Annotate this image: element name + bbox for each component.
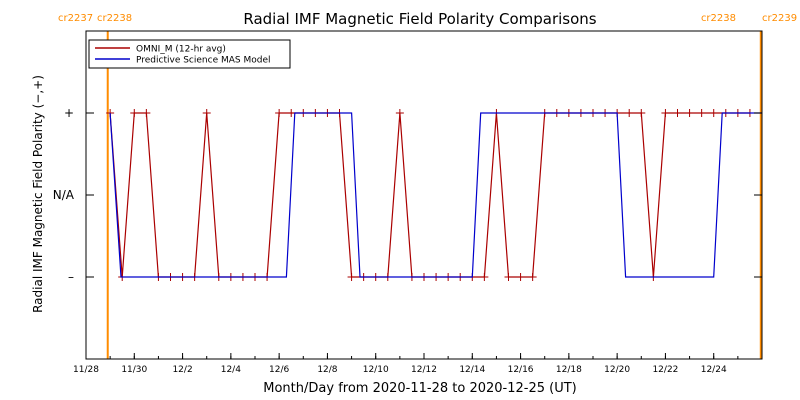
carrington-label: cr2238 <box>701 13 736 24</box>
x-tick-label: 12/20 <box>604 365 630 375</box>
x-tick-label: 12/6 <box>269 365 289 375</box>
carrington-label: cr2238 <box>97 13 132 24</box>
y-tick-label: – <box>68 270 74 284</box>
x-tick-label: 11/30 <box>121 365 147 375</box>
x-tick-label: 12/24 <box>701 365 727 375</box>
x-tick-label: 12/2 <box>172 365 192 375</box>
omni-data-point <box>287 109 296 117</box>
mas-model-series-line <box>109 112 762 278</box>
legend: OMNI_M (12-hr avg)Predictive Science MAS… <box>88 39 291 69</box>
x-tick-label: 12/18 <box>556 365 582 375</box>
omni-data-point <box>697 109 706 117</box>
omni-data-point <box>142 109 151 117</box>
y-tick-label: N/A <box>53 188 75 202</box>
omni-data-point <box>673 109 682 117</box>
legend-entry-label: Predictive Science MAS Model <box>136 56 271 66</box>
y-tick-label: + <box>64 106 74 120</box>
carrington-label: cr2239 <box>762 13 797 24</box>
chart-title: Radial IMF Magnetic Field Polarity Compa… <box>243 10 596 28</box>
x-tick-label: 12/10 <box>363 365 389 375</box>
carrington-label: cr2237 <box>58 13 93 24</box>
omni-data-point <box>202 109 211 117</box>
omni-data-point <box>528 273 537 281</box>
omni-data-point <box>625 109 634 117</box>
x-axis-label: Month/Day from 2020-11-28 to 2020-12-25 … <box>263 381 576 396</box>
omni-data-point <box>661 109 670 117</box>
x-tick-label: 11/28 <box>73 365 99 375</box>
x-tick-label: 12/12 <box>411 365 437 375</box>
y-axis-label: Radial IMF Magnetic Field Polarity (−,+) <box>31 75 45 313</box>
omni-data-point <box>685 109 694 117</box>
omni-data-point <box>130 109 139 117</box>
omni-data-point <box>504 273 513 281</box>
omni-data-point <box>395 109 404 117</box>
omni-data-point <box>480 273 489 281</box>
x-tick-label: 12/16 <box>508 365 534 375</box>
x-tick-label: 12/14 <box>459 365 485 375</box>
omni-data-point <box>347 273 356 281</box>
omni-data-point <box>709 109 718 117</box>
omni-data-point <box>516 273 525 281</box>
omni-data-point <box>275 109 284 117</box>
legend-entry-label: OMNI_M (12-hr avg) <box>136 45 226 55</box>
x-tick-label: 12/4 <box>221 365 241 375</box>
x-tick-label: 12/8 <box>317 365 337 375</box>
x-tick-label: 12/22 <box>652 365 678 375</box>
omni-data-point <box>637 109 646 117</box>
legend-box <box>88 39 291 69</box>
